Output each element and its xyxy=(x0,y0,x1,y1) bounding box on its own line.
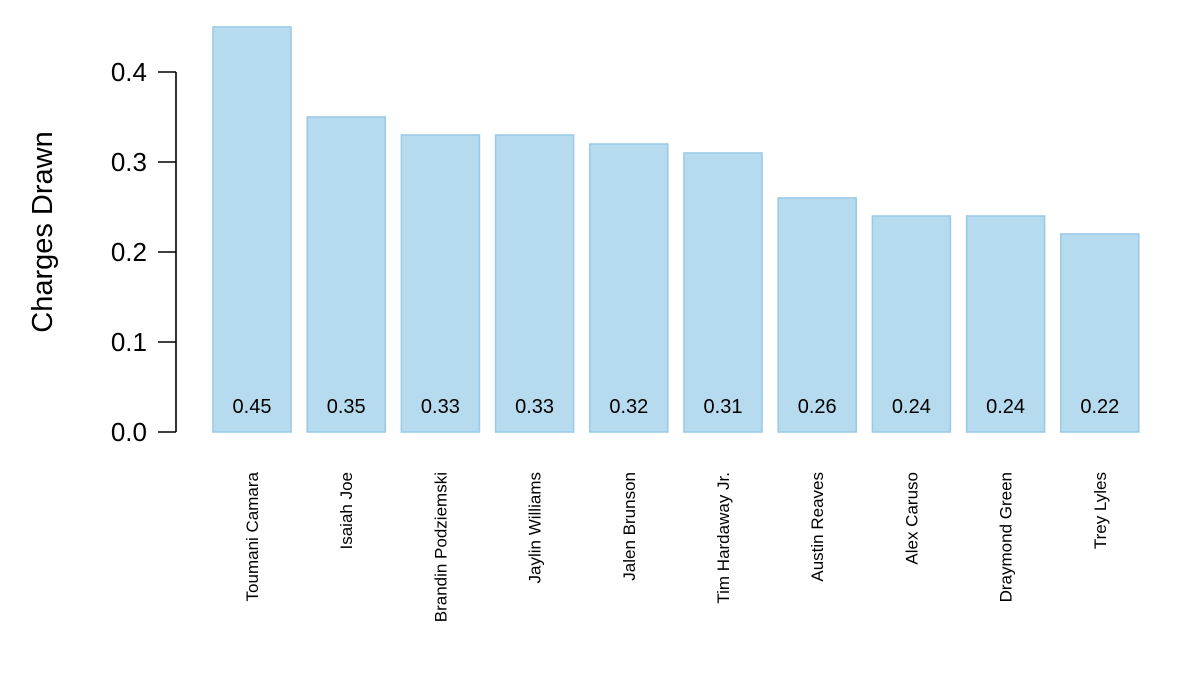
category-label: Isaiah Joe xyxy=(337,472,356,550)
bar xyxy=(400,134,481,433)
value-labels: 0.45 0.35 0.33 0.33 0.32 0.31 0.26 0.24 0.24 0.22 xyxy=(233,396,1120,418)
category-label: Toumani Camara xyxy=(243,471,262,601)
bar xyxy=(871,215,952,433)
category-label: Jaylin Williams xyxy=(526,472,545,583)
bar-value-label: 0.33 xyxy=(515,396,554,418)
y-axis: 0.0 0.1 0.2 0.3 0.4 xyxy=(111,57,177,447)
bar-value-label: 0.24 xyxy=(892,396,931,418)
category-label: Alex Caruso xyxy=(902,472,921,565)
bar xyxy=(683,152,763,433)
bar-value-label: 0.26 xyxy=(798,396,837,418)
category-label: Trey Lyles xyxy=(1091,472,1110,549)
bar-value-label: 0.45 xyxy=(233,396,272,418)
category-labels: Toumani Camara Isaiah Joe Brandin Podziems… xyxy=(243,471,1110,622)
y-tick-label: 0.2 xyxy=(111,237,147,267)
y-tick-label: 0.4 xyxy=(111,57,147,87)
bar-value-label: 0.24 xyxy=(986,396,1025,418)
bar-value-label: 0.33 xyxy=(421,396,460,418)
bar xyxy=(777,197,858,433)
bar-value-label: 0.22 xyxy=(1080,396,1119,418)
bar-value-label: 0.32 xyxy=(609,396,648,418)
category-label: Draymond Green xyxy=(997,472,1016,602)
bar-value-label: 0.35 xyxy=(327,396,366,418)
bar xyxy=(306,116,387,433)
bars xyxy=(212,26,1140,433)
category-label: Jalen Brunson xyxy=(620,472,639,581)
bar xyxy=(494,134,575,433)
bar xyxy=(965,215,1046,433)
y-axis-title: Charges Drawn xyxy=(27,131,59,332)
bar xyxy=(588,143,669,433)
y-tick-label: 0.3 xyxy=(111,147,147,177)
bar-value-label: 0.31 xyxy=(704,396,743,418)
category-label: Brandin Podziemski xyxy=(431,472,450,622)
category-label: Tim Hardaway Jr. xyxy=(714,472,733,604)
bar xyxy=(212,26,292,433)
bar xyxy=(1060,233,1140,433)
category-label: Austin Reaves xyxy=(808,472,827,582)
y-tick-label: 0.0 xyxy=(111,417,147,447)
y-tick-label: 0.1 xyxy=(111,327,147,357)
